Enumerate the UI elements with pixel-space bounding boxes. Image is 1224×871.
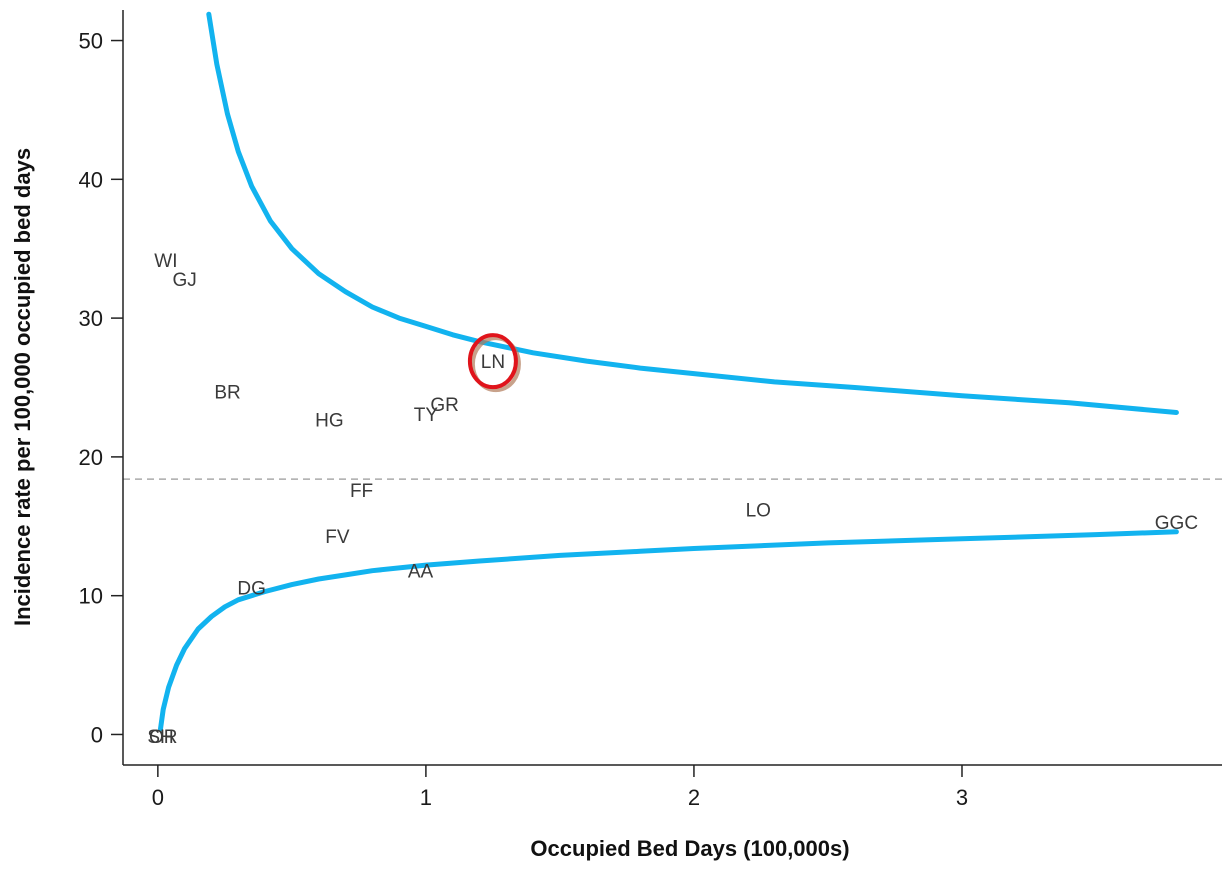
- axes: [122, 10, 1222, 766]
- data-point-wi: WI: [154, 251, 177, 272]
- data-point-gr: GR: [430, 395, 459, 416]
- y-tick-label: 0: [91, 722, 103, 747]
- data-point-ff: FF: [350, 481, 373, 502]
- lower-control-limit-curve: [158, 529, 1179, 732]
- data-point-ggc: GGC: [1155, 513, 1198, 534]
- x-tick-label: 0: [152, 785, 164, 810]
- x-tick-label: 1: [420, 785, 432, 810]
- data-point-sh: SH: [147, 727, 173, 748]
- data-point-aa: AA: [408, 562, 434, 583]
- highlight-layer: [467, 333, 521, 393]
- data-point-hg: HG: [315, 410, 344, 431]
- data-point-lo: LO: [746, 501, 771, 522]
- x-axis-title: Occupied Bed Days (100,000s): [530, 836, 849, 861]
- y-tick-label: 10: [79, 584, 103, 609]
- data-point-br: BR: [214, 383, 240, 404]
- x-tick-label: 3: [956, 785, 968, 810]
- data-point-or: OR: [149, 727, 178, 748]
- y-tick-label: 50: [79, 29, 103, 54]
- highlight-ring-shadow: [470, 336, 521, 393]
- data-point-dg: DG: [237, 578, 266, 599]
- highlight-ring: [467, 333, 518, 390]
- y-tick-label: 40: [79, 167, 103, 192]
- data-point-gj: GJ: [173, 270, 197, 291]
- control-limit-layer: [158, 11, 1179, 732]
- data-point-ln: LN: [481, 352, 505, 373]
- data-point-ty: TY: [414, 405, 439, 426]
- upper-control-limit-curve: [206, 11, 1179, 415]
- x-tick-label: 2: [688, 785, 700, 810]
- y-tick-label: 20: [79, 445, 103, 470]
- data-point-fv: FV: [325, 527, 350, 548]
- y-tick-label: 30: [79, 306, 103, 331]
- ticks: 0 10 20 30 40 50 0 1 2 3: [79, 29, 969, 810]
- y-axis-title: Incidence rate per 100,000 occupied bed …: [10, 148, 35, 626]
